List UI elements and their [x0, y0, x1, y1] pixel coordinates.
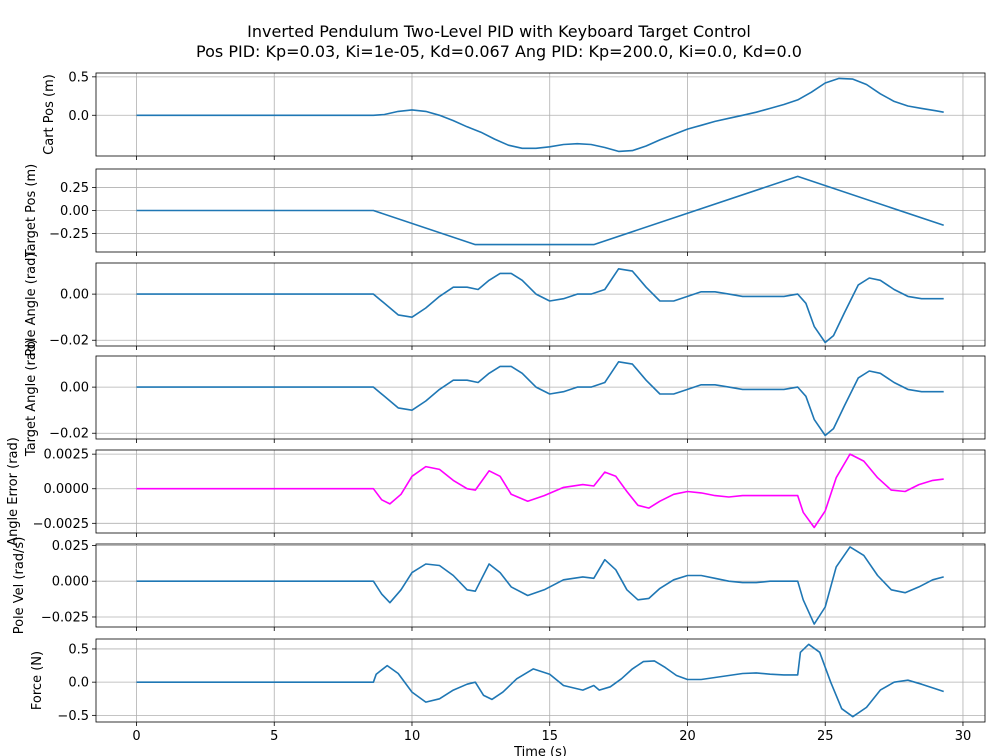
figure-title-line-1: Inverted Pendulum Two-Level PID with Key… [247, 22, 751, 41]
plot-frame [95, 72, 986, 157]
y-tick-label: 0.00 [60, 381, 89, 396]
y-tick-label: 0.25 [60, 181, 89, 196]
series-line-1 [136, 175, 944, 246]
y-tick-label: 0.00 [60, 288, 89, 303]
y-tick-label: 0.025 [52, 539, 89, 554]
series-line-1 [136, 643, 944, 718]
x-tick-label: 10 [404, 729, 421, 744]
x-tick-label: 5 [270, 729, 278, 744]
y-tick-label: −0.25 [49, 227, 89, 242]
series-line-1 [136, 268, 944, 344]
plot-frame [95, 543, 986, 628]
y-axis-label: Cart Pos (m) [42, 74, 57, 155]
y-axis-label: Target Angle (rad) [24, 339, 39, 457]
subplot-7: −0.5 0.0 0.5 0 5 10 15 20 25 30 Force (N) Time (s) [30, 638, 986, 756]
x-axis-label: Time (s) [513, 745, 567, 756]
y-axis-label: Target Pos (m) [24, 164, 39, 258]
y-tick-label: 0.0 [68, 109, 89, 124]
subplot-3: −0.02 0.00 Pole Angle (rad) [24, 253, 986, 357]
plot-frame [95, 262, 986, 347]
series-line-1 [136, 453, 944, 529]
y-tick-label: 0.0 [68, 676, 89, 691]
subplot-6: −0.025 0.000 0.025 Pole Vel (rad/s) [12, 537, 986, 635]
y-tick-label: 0.0025 [44, 448, 90, 463]
series-line-1 [136, 546, 944, 625]
plot-frame [95, 449, 986, 534]
y-tick-label: 0.000 [52, 575, 89, 590]
plot-frame [95, 355, 986, 440]
subplot-2: −0.25 0.00 0.25 Target Pos (m) [24, 164, 986, 258]
y-tick-label: −0.02 [49, 334, 89, 349]
series-line-1 [136, 361, 944, 437]
plot-area [96, 356, 985, 439]
y-axis-label: Pole Angle (rad) [24, 253, 39, 357]
y-axis-label: Force (N) [30, 651, 45, 710]
plot-area [96, 263, 985, 346]
figure-title-line-2: Pos PID: Kp=0.03, Ki=1e-05, Kd=0.067 Ang… [196, 42, 802, 61]
y-axis-label: Angle Error (rad) [6, 437, 21, 546]
x-tick-label: 15 [541, 729, 558, 744]
plot-area [96, 450, 985, 533]
plot-frame [95, 638, 986, 723]
x-tick-label: 0 [132, 729, 140, 744]
series-line-1 [136, 77, 944, 153]
y-tick-label: 0.5 [68, 70, 89, 85]
y-tick-label: −0.0025 [33, 517, 89, 532]
y-tick-label: −0.02 [49, 427, 89, 442]
y-tick-label: −0.025 [41, 610, 89, 625]
subplot-1: 0.0 0.5 Cart Pos (m) [42, 70, 986, 160]
y-tick-label: −0.5 [57, 709, 89, 724]
y-axis-label: Pole Vel (rad/s) [12, 537, 27, 635]
plot-area [96, 544, 985, 627]
x-tick-label: 20 [679, 729, 696, 744]
y-tick-label: 0.00 [60, 204, 89, 219]
subplot-5: −0.0025 0.0000 0.0025 Angle Error (rad) [6, 437, 986, 546]
x-tick-label: 25 [817, 729, 834, 744]
y-tick-label: 0.5 [68, 642, 89, 657]
plot-area [96, 639, 985, 722]
subplot-4: −0.02 0.00 Target Angle (rad) [24, 339, 986, 457]
y-tick-label: 0.0000 [44, 482, 90, 497]
x-tick-label: 30 [955, 729, 972, 744]
